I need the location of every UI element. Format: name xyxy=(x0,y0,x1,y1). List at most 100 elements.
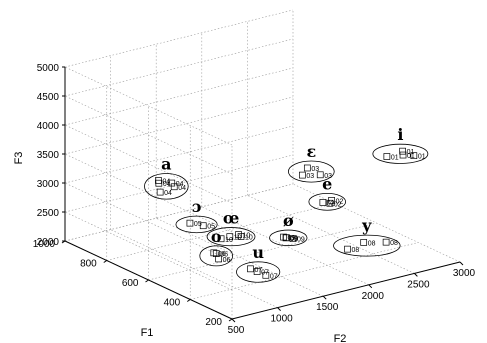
z-tick-label: 3000 xyxy=(37,179,60,190)
data-point-label: 03 xyxy=(306,173,314,180)
data-point-marker xyxy=(155,179,163,187)
grid-line xyxy=(64,183,294,242)
data-point-marker xyxy=(247,265,254,273)
data-point-label: 03 xyxy=(324,173,332,180)
grid-line xyxy=(64,96,294,155)
data-point-label: 07 xyxy=(261,270,269,277)
vowel-label-i: i xyxy=(397,125,403,144)
data-point-marker xyxy=(226,233,234,241)
data-point-label: 02 xyxy=(334,201,342,208)
y-tick-label: 600 xyxy=(122,278,139,289)
grid-line xyxy=(64,154,294,213)
vowel-label-œ: œ xyxy=(223,209,239,228)
data-point-marker xyxy=(212,250,220,257)
grid-line xyxy=(64,125,294,184)
y-tick-label: 200 xyxy=(205,317,222,328)
vowel-label-ɛ: ɛ xyxy=(306,142,316,161)
x-tick-mark xyxy=(231,318,236,323)
vowel-label-a: a xyxy=(161,155,171,174)
data-point-label: 07 xyxy=(254,267,262,274)
cluster-ellipse-y xyxy=(333,234,401,257)
data-point-label: 08 xyxy=(352,247,360,254)
grid-line xyxy=(156,217,324,297)
cluster-ellipse-e xyxy=(308,192,347,211)
grid-line xyxy=(64,124,233,204)
data-point-marker xyxy=(168,179,176,187)
data-point-label: 08 xyxy=(368,240,376,247)
data-point-marker xyxy=(199,222,207,230)
data-point-marker xyxy=(237,233,245,240)
x-tick-mark xyxy=(414,273,418,277)
data-point-marker xyxy=(186,219,194,227)
data-point-label: 01 xyxy=(418,154,426,161)
data-point-label: 01 xyxy=(407,153,415,160)
data-point-marker xyxy=(360,239,368,246)
data-point-label: 04 xyxy=(178,185,186,192)
z-tick-label: 2000 xyxy=(37,237,60,248)
data-point-marker xyxy=(289,235,297,243)
x-tick-label: 2000 xyxy=(362,291,385,302)
axes xyxy=(61,66,464,323)
x-tick-mark xyxy=(459,261,464,266)
vowel-label-ø: ø xyxy=(283,211,294,230)
data-point-label: 09 xyxy=(288,235,296,242)
data-point-marker xyxy=(299,171,306,179)
grid-line xyxy=(190,242,419,300)
cluster-ellipses xyxy=(144,143,429,283)
data-point-marker xyxy=(399,147,406,155)
z-tick-label: 2500 xyxy=(37,208,60,219)
data-point-marker xyxy=(210,249,218,257)
y-axis-label: F1 xyxy=(141,327,154,339)
data-point-marker xyxy=(170,183,178,191)
data-point-marker xyxy=(383,153,391,160)
y-tick-mark xyxy=(103,260,108,263)
data-point-label: 06 xyxy=(218,251,226,258)
grid-line xyxy=(64,9,294,68)
data-point-marker xyxy=(253,268,261,275)
cluster-ellipse-i xyxy=(372,143,429,164)
data-point-label: 09 xyxy=(290,236,298,243)
y-tick-mark xyxy=(228,318,233,322)
data-point-marker xyxy=(235,231,242,238)
data-point-marker xyxy=(280,233,287,241)
data-point-label: 02 xyxy=(336,198,344,205)
cluster-ellipse-œ xyxy=(206,227,256,247)
data-point-label: 09 xyxy=(290,236,298,243)
data-point-label: 06 xyxy=(220,252,228,259)
data-point-label: 05 xyxy=(207,224,215,231)
data-point-label: 10 xyxy=(245,235,253,242)
cluster-ellipse-ɛ xyxy=(287,160,335,183)
z-tick-label: 5000 xyxy=(37,63,60,74)
x-tick-label: 1000 xyxy=(270,314,293,325)
data-point-label: 01 xyxy=(391,155,399,162)
grid-line xyxy=(64,211,233,291)
grid-line xyxy=(64,95,233,175)
grid-line xyxy=(106,203,335,261)
data-point-marker xyxy=(319,199,327,206)
vowel-label-ɔ: ɔ xyxy=(192,197,202,216)
x-tick-mark xyxy=(368,284,373,289)
data-point-label: 08 xyxy=(390,240,398,247)
data-point-label: 04 xyxy=(163,181,171,188)
data-point-label: 04 xyxy=(162,179,170,186)
vowel-labels: i ɛe a ɔo ø œu y xyxy=(161,125,403,262)
grid-line xyxy=(247,195,415,274)
x-tick-label: 500 xyxy=(228,325,245,336)
grid-line xyxy=(64,66,233,146)
data-point-marker xyxy=(316,171,324,179)
x-tick-label: 1500 xyxy=(316,302,339,313)
vowel-label-y: y xyxy=(361,216,372,235)
z-tick-label: 3500 xyxy=(37,150,60,161)
data-point-label: 09 xyxy=(297,237,305,244)
cluster-ellipse-ɔ xyxy=(175,215,218,234)
grid-line xyxy=(64,38,294,97)
data-point-label: 10 xyxy=(225,237,233,244)
data-point-label: 10 xyxy=(243,233,251,240)
data-point-marker xyxy=(410,152,418,160)
data-point-label: 05 xyxy=(194,221,202,228)
x-axis-line xyxy=(231,261,461,320)
z-axis-label: F3 xyxy=(13,152,25,165)
vowel-label-e: e xyxy=(322,174,332,193)
